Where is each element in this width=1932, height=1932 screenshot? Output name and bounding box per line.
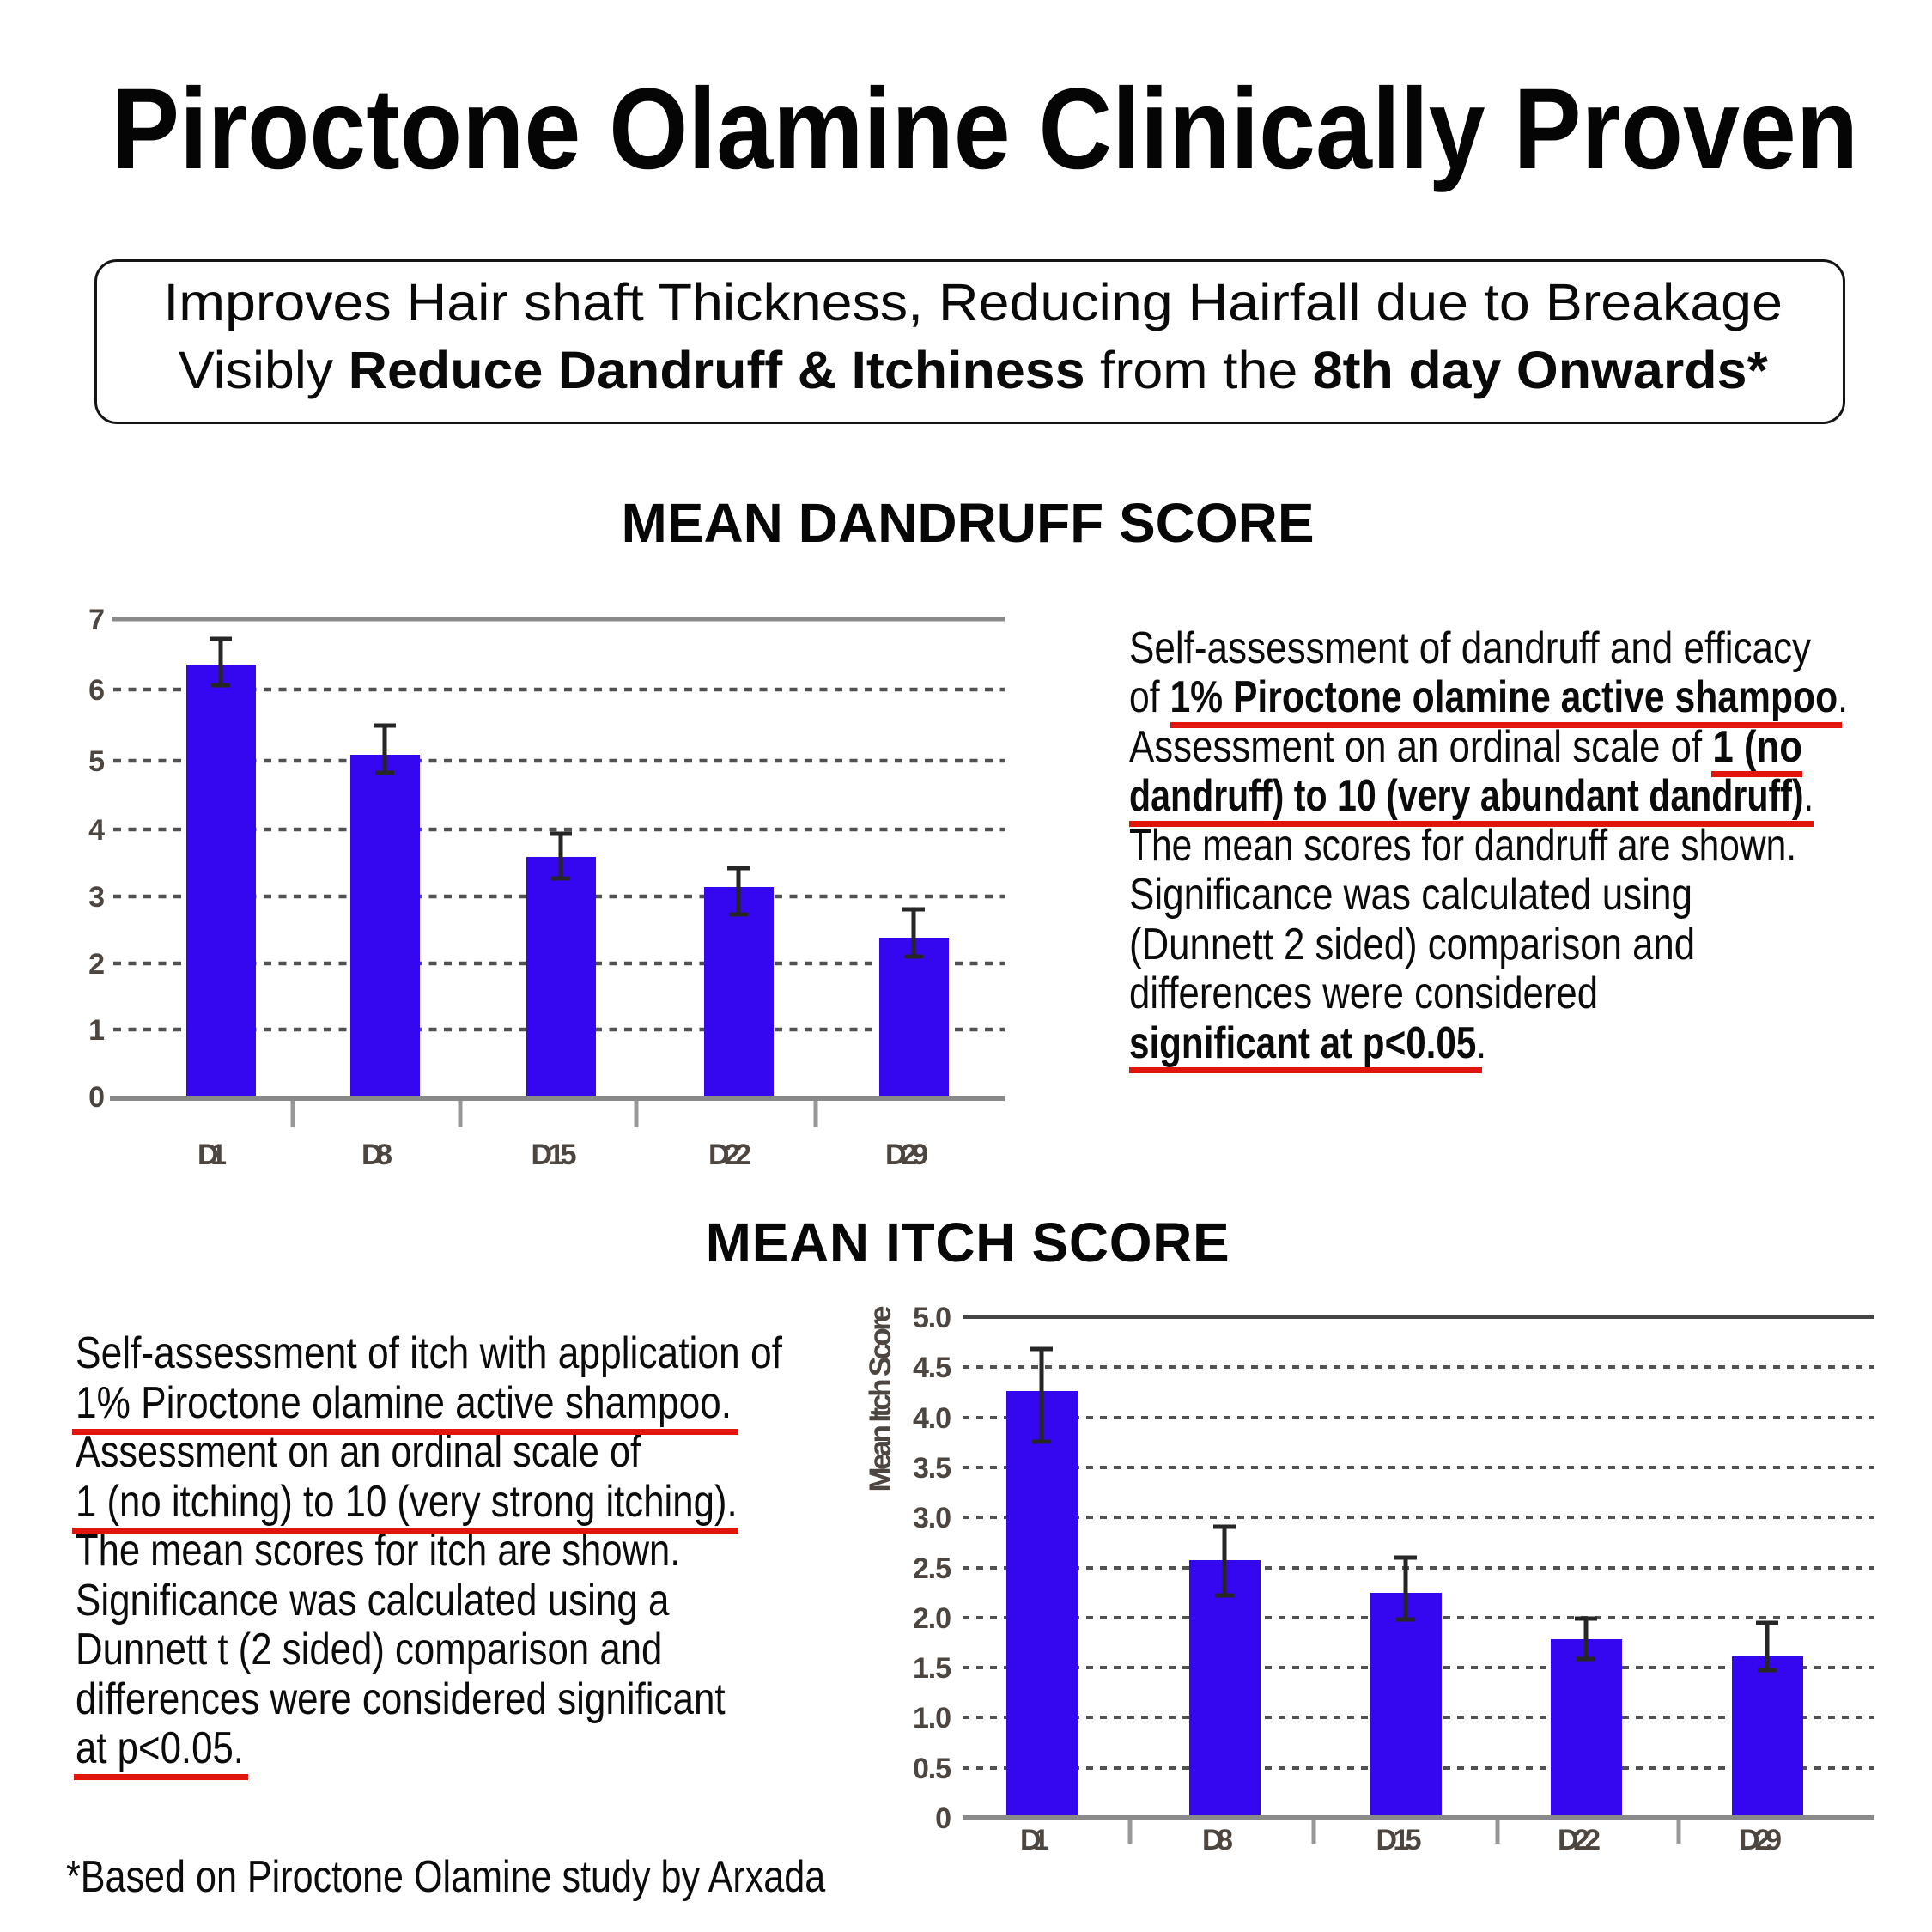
svg-text:D1: D1 (1020, 1824, 1049, 1856)
svg-text:D22: D22 (708, 1139, 751, 1171)
svg-text:D1: D1 (197, 1139, 227, 1171)
svg-text:D22: D22 (1558, 1824, 1601, 1856)
svg-text:5: 5 (88, 745, 105, 778)
svg-text:2.5: 2.5 (913, 1552, 951, 1585)
svg-text:1: 1 (88, 1014, 105, 1047)
svg-text:D15: D15 (1376, 1824, 1422, 1856)
svg-text:0.5: 0.5 (913, 1753, 951, 1785)
svg-text:D8: D8 (1202, 1824, 1233, 1856)
svg-text:6: 6 (88, 674, 105, 707)
svg-text:3.5: 3.5 (913, 1452, 951, 1485)
svg-text:D29: D29 (1739, 1824, 1782, 1856)
svg-text:5.0: 5.0 (913, 1302, 951, 1334)
svg-text:7: 7 (88, 604, 105, 636)
svg-text:3: 3 (88, 881, 105, 914)
svg-text:0: 0 (935, 1802, 951, 1835)
svg-text:4: 4 (88, 814, 105, 847)
svg-text:3.0: 3.0 (913, 1502, 951, 1534)
svg-text:4.0: 4.0 (913, 1402, 951, 1435)
svg-text:2: 2 (88, 948, 105, 981)
svg-text:0: 0 (88, 1081, 105, 1114)
svg-text:2.0: 2.0 (913, 1602, 951, 1635)
svg-text:Mean Itch Score: Mean Itch Score (864, 1306, 897, 1492)
svg-text:4.5: 4.5 (913, 1352, 951, 1384)
svg-text:D8: D8 (361, 1139, 392, 1171)
svg-text:1.5: 1.5 (913, 1652, 951, 1685)
svg-text:1.0: 1.0 (913, 1702, 951, 1735)
svg-text:D29: D29 (885, 1139, 928, 1171)
svg-text:D15: D15 (532, 1139, 577, 1171)
